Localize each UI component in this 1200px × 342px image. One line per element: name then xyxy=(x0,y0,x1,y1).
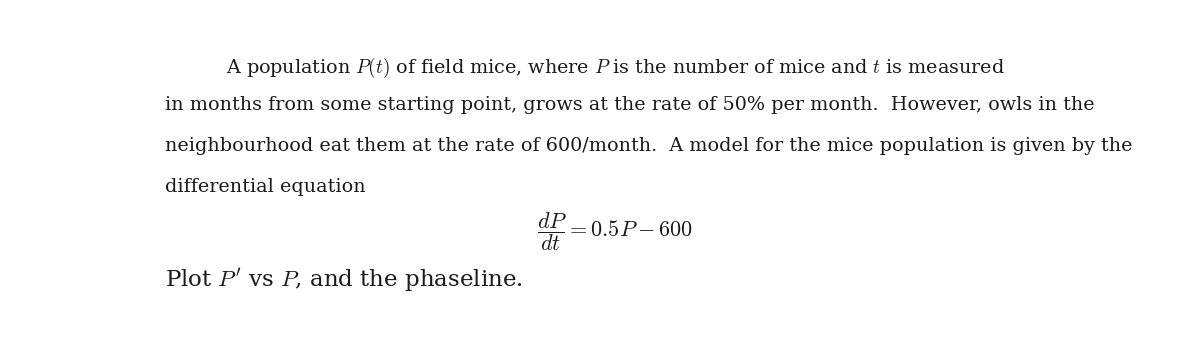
Text: differential equation: differential equation xyxy=(164,178,366,196)
Text: in months from some starting point, grows at the rate of 50% per month.  However: in months from some starting point, grow… xyxy=(164,96,1094,114)
Text: A population $P(t)$ of field mice, where $P$ is the number of mice and $t$ is me: A population $P(t)$ of field mice, where… xyxy=(226,55,1004,80)
Text: Plot $P'$ vs $P$, and the phaseline.: Plot $P'$ vs $P$, and the phaseline. xyxy=(164,266,523,294)
Text: neighbourhood eat them at the rate of 600/month.  A model for the mice populatio: neighbourhood eat them at the rate of 60… xyxy=(164,137,1133,155)
Text: $\dfrac{dP}{dt} = 0.5P - 600$: $\dfrac{dP}{dt} = 0.5P - 600$ xyxy=(538,210,692,252)
